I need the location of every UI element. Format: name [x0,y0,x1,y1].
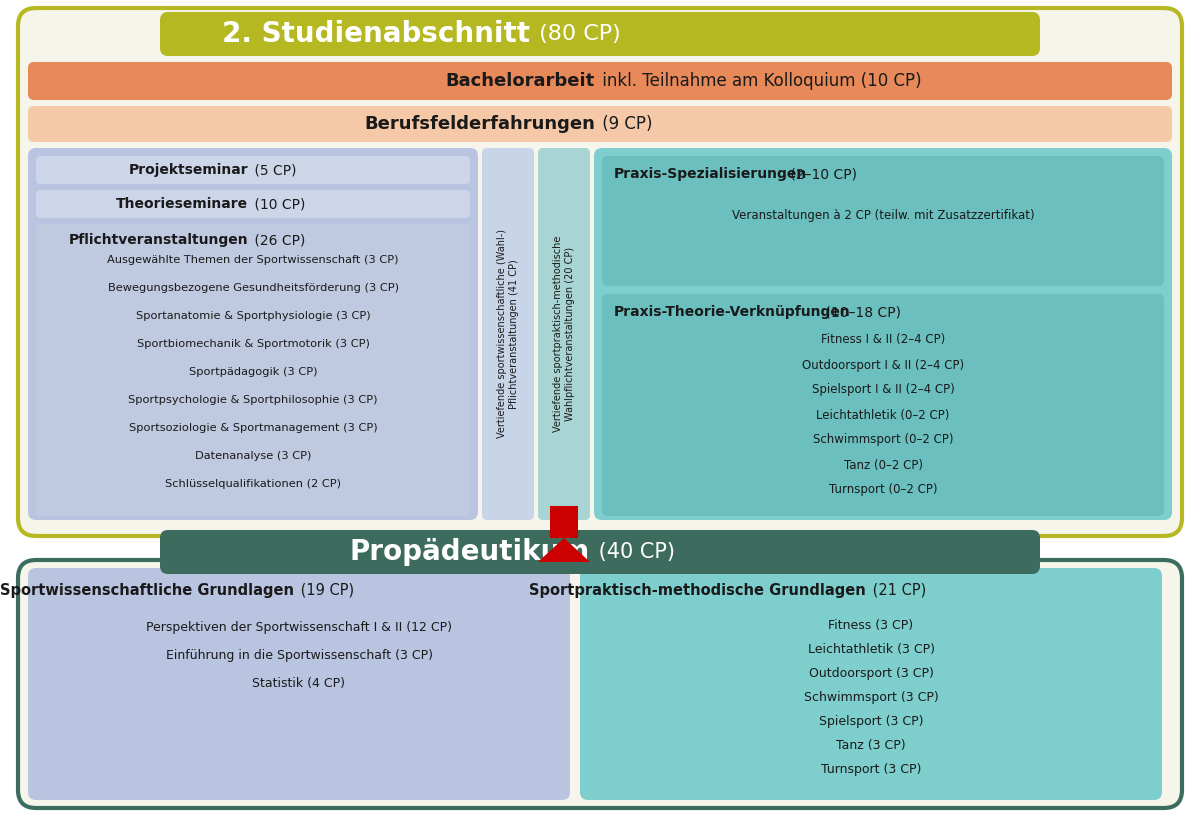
Text: Sportpsychologie & Sportphilosophie (3 CP): Sportpsychologie & Sportphilosophie (3 C… [128,395,378,405]
FancyBboxPatch shape [36,156,470,184]
Text: Projektseminar: Projektseminar [128,163,248,177]
Text: Veranstaltungen à 2 CP (teilw. mit Zusatzzertifikat): Veranstaltungen à 2 CP (teilw. mit Zusat… [732,209,1034,222]
Text: Statistik (4 CP): Statistik (4 CP) [252,677,346,690]
Text: Sportanatomie & Sportphysiologie (3 CP): Sportanatomie & Sportphysiologie (3 CP) [136,311,371,321]
Text: Praxis-Spezialisierungen: Praxis-Spezialisierungen [614,167,808,181]
Text: (80 CP): (80 CP) [532,24,620,44]
Text: Spielsport (3 CP): Spielsport (3 CP) [818,716,923,729]
Text: Turnsport (3 CP): Turnsport (3 CP) [821,763,922,776]
FancyBboxPatch shape [602,156,1164,286]
Text: Bachelorarbeit: Bachelorarbeit [445,72,595,90]
FancyBboxPatch shape [28,568,570,800]
Text: Bewegungsbezogene Gesundheitsförderung (3 CP): Bewegungsbezogene Gesundheitsförderung (… [108,283,398,293]
Text: (26 CP): (26 CP) [250,233,305,247]
Text: Pflichtveranstaltungen: Pflichtveranstaltungen [68,233,248,247]
FancyBboxPatch shape [594,148,1172,520]
Polygon shape [538,538,590,562]
FancyBboxPatch shape [18,560,1182,808]
Text: (10–18 CP): (10–18 CP) [821,305,901,319]
Text: (9 CP): (9 CP) [598,115,653,133]
FancyBboxPatch shape [160,12,1040,56]
Text: Outdoorsport I & II (2–4 CP): Outdoorsport I & II (2–4 CP) [802,358,964,371]
FancyBboxPatch shape [28,148,478,520]
Text: (21 CP): (21 CP) [868,582,926,597]
Text: Sportwissenschaftliche Grundlagen: Sportwissenschaftliche Grundlagen [0,582,294,597]
Text: Einführung in die Sportwissenschaft (3 CP): Einführung in die Sportwissenschaft (3 C… [166,649,432,663]
Text: inkl. Teilnahme am Kolloquium (10 CP): inkl. Teilnahme am Kolloquium (10 CP) [598,72,922,90]
Text: Propädeutikum: Propädeutikum [349,538,590,566]
FancyBboxPatch shape [36,224,470,516]
Text: Perspektiven der Sportwissenschaft I & II (12 CP): Perspektiven der Sportwissenschaft I & I… [146,622,452,635]
FancyBboxPatch shape [602,294,1164,516]
Text: Leichtathletik (3 CP): Leichtathletik (3 CP) [808,644,935,657]
Text: Sportpädagogik (3 CP): Sportpädagogik (3 CP) [188,367,317,377]
Text: Tanz (0–2 CP): Tanz (0–2 CP) [844,459,923,471]
Text: Leichtathletik (0–2 CP): Leichtathletik (0–2 CP) [816,408,949,421]
Text: Vertiefende sportpraktisch-methodische
Wahlpflichtveranstaltungen (20 CP): Vertiefende sportpraktisch-methodische W… [553,236,575,432]
Text: (40 CP): (40 CP) [592,542,674,562]
Text: Sportpraktisch-methodische Grundlagen: Sportpraktisch-methodische Grundlagen [529,582,866,597]
Text: (10 CP): (10 CP) [250,197,305,211]
Bar [550,506,578,538]
Text: (2–10 CP): (2–10 CP) [786,167,857,181]
FancyBboxPatch shape [482,148,534,520]
Text: Vertiefende sportwissenschaftliche (Wahl-)
Pflichtveranstaltungen (41 CP): Vertiefende sportwissenschaftliche (Wahl… [497,230,518,438]
Text: (5 CP): (5 CP) [250,163,296,177]
Text: Fitness I & II (2–4 CP): Fitness I & II (2–4 CP) [821,334,946,347]
Text: (19 CP): (19 CP) [296,582,354,597]
Text: Turnsport (0–2 CP): Turnsport (0–2 CP) [829,483,937,497]
Text: Theorieseminare: Theorieseminare [116,197,248,211]
Text: Outdoorsport (3 CP): Outdoorsport (3 CP) [809,667,934,681]
Text: Sportsoziologie & Sportmanagement (3 CP): Sportsoziologie & Sportmanagement (3 CP) [128,423,377,433]
Text: Ausgewählte Themen der Sportwissenschaft (3 CP): Ausgewählte Themen der Sportwissenschaft… [107,255,398,265]
Text: Berufsfelderfahrungen: Berufsfelderfahrungen [364,115,595,133]
Text: Spielsport I & II (2–4 CP): Spielsport I & II (2–4 CP) [811,384,954,397]
FancyBboxPatch shape [18,8,1182,536]
Text: Schwimmsport (3 CP): Schwimmsport (3 CP) [804,691,938,704]
Text: Datenanalyse (3 CP): Datenanalyse (3 CP) [194,451,311,461]
Text: Praxis-Theorie-Verknüpfungen: Praxis-Theorie-Verknüpfungen [614,305,851,319]
Text: Fitness (3 CP): Fitness (3 CP) [828,619,913,632]
Text: Schwimmsport (0–2 CP): Schwimmsport (0–2 CP) [812,434,953,447]
Text: 2. Studienabschnitt: 2. Studienabschnitt [222,20,529,48]
Text: Tanz (3 CP): Tanz (3 CP) [836,739,906,753]
FancyBboxPatch shape [160,530,1040,574]
FancyBboxPatch shape [538,148,590,520]
Text: Sportbiomechanik & Sportmotorik (3 CP): Sportbiomechanik & Sportmotorik (3 CP) [137,339,370,349]
Text: Schlüsselqualifikationen (2 CP): Schlüsselqualifikationen (2 CP) [166,479,341,489]
FancyBboxPatch shape [28,106,1172,142]
FancyBboxPatch shape [580,568,1162,800]
FancyBboxPatch shape [28,62,1172,100]
FancyBboxPatch shape [36,190,470,218]
